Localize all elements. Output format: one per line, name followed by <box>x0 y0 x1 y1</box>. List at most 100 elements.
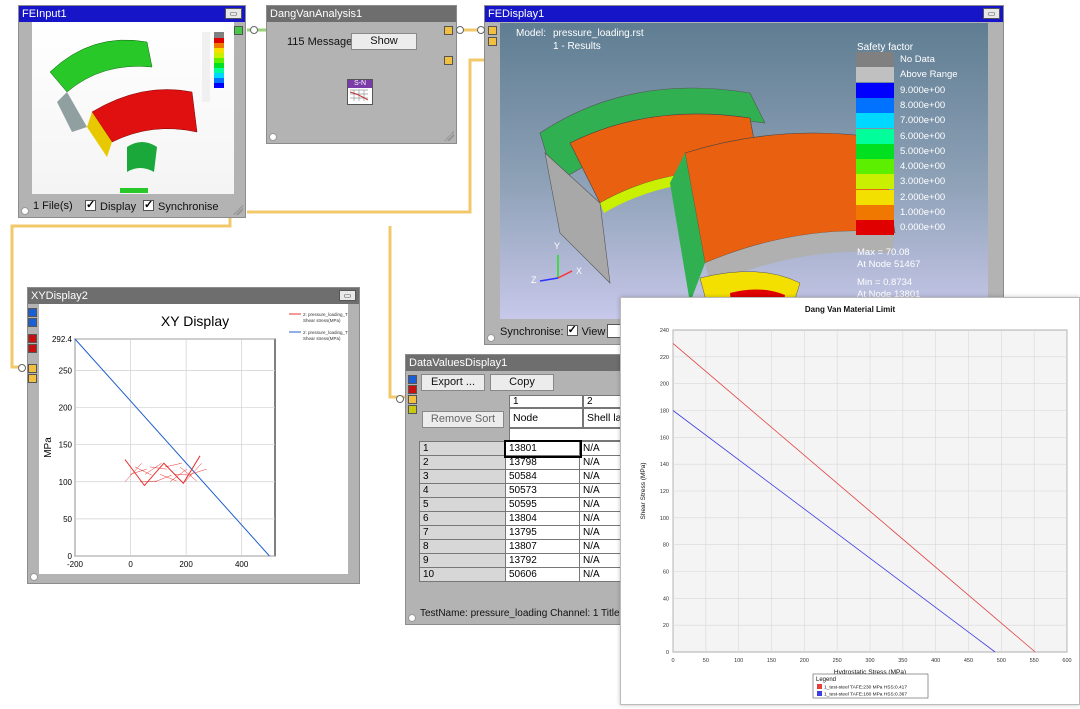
legend-title: Legend <box>816 677 836 683</box>
row-index[interactable]: 2 <box>419 455 506 470</box>
row-index[interactable]: 1 <box>419 441 506 456</box>
corner-handle[interactable] <box>269 133 277 141</box>
series-hatch <box>159 474 177 482</box>
dang-van-analysis-window[interactable]: DangVanAnalysis1 115 Messages Show S-N <box>266 5 457 144</box>
fe-input-viewport[interactable] <box>32 22 234 194</box>
input-port[interactable] <box>408 405 417 414</box>
value-cell[interactable]: N/A <box>579 511 624 526</box>
node-cell[interactable]: 13795 <box>505 525 580 540</box>
table-row[interactable]: 7 13795 N/A <box>419 525 624 540</box>
maximize-icon[interactable]: ▭ <box>983 8 1000 19</box>
value-cell[interactable]: N/A <box>579 469 624 484</box>
value-cell[interactable]: N/A <box>579 539 624 554</box>
fe-input-titlebar[interactable]: FEInput1 ▭ <box>19 6 245 22</box>
table-row[interactable]: 10 50606 N/A <box>419 567 624 582</box>
fe-display-window[interactable]: FEDisplay1 ▭ Y X Z Model: pressure_loadin… <box>484 5 1004 345</box>
fe-display-sync[interactable]: Synchronise: View <box>500 323 605 338</box>
maximize-icon[interactable]: ▭ <box>339 290 356 301</box>
row-index[interactable]: 7 <box>419 525 506 540</box>
maximize-icon[interactable]: ▭ <box>225 8 242 19</box>
legend-swatch <box>856 113 894 129</box>
value-cell[interactable]: N/A <box>579 567 624 582</box>
value-cell[interactable]: N/A <box>579 497 624 512</box>
table-row[interactable]: 4 50573 N/A <box>419 483 624 498</box>
row-index[interactable]: 9 <box>419 553 506 568</box>
input-port[interactable] <box>28 364 37 373</box>
node-cell[interactable]: 13792 <box>505 553 580 568</box>
node-cell[interactable]: 13807 <box>505 539 580 554</box>
table-row[interactable]: 6 13804 N/A <box>419 511 624 526</box>
row-index[interactable]: 5 <box>419 497 506 512</box>
show-button[interactable]: Show <box>351 33 417 50</box>
table-row[interactable]: 8 13807 N/A <box>419 539 624 554</box>
input-port[interactable] <box>28 374 37 383</box>
xy-plot-area[interactable]: -200 0 200 400 0 50 100 150 200 250 292.4 XY Displa… <box>39 304 353 582</box>
fe-input-window[interactable]: FEInput1 ▭ 1 File(s) Display Synchronise <box>18 5 246 218</box>
row-index[interactable]: 8 <box>419 539 506 554</box>
row-index[interactable]: 6 <box>419 511 506 526</box>
table-row[interactable]: 5 50595 N/A <box>419 497 624 512</box>
output-port[interactable] <box>444 26 453 35</box>
corner-handle[interactable] <box>487 334 495 342</box>
remove-sort-button[interactable]: Remove Sort <box>422 411 504 428</box>
value-cell[interactable]: N/A <box>579 455 624 470</box>
node-cell[interactable]: 50584 <box>505 469 580 484</box>
xy-display-window[interactable]: XYDisplay2 ▭ -200 0 200 400 0 50 100 150 200 250 29… <box>27 287 360 584</box>
input-port[interactable] <box>28 334 37 343</box>
export-button[interactable]: Export ... <box>421 374 485 391</box>
row-index[interactable]: 3 <box>419 469 506 484</box>
output-port[interactable] <box>444 56 453 65</box>
input-port[interactable] <box>408 375 417 384</box>
node-cell[interactable]: 13804 <box>505 511 580 526</box>
value-cell[interactable]: N/A <box>579 483 624 498</box>
table-row[interactable]: 9 13792 N/A <box>419 553 624 568</box>
node-cell[interactable]: 50573 <box>505 483 580 498</box>
checkbox-checked-icon[interactable] <box>85 198 96 211</box>
max-value: Max = 70.08 <box>857 247 910 258</box>
corner-handle[interactable] <box>30 573 38 581</box>
legend-label: 7.000e+00 <box>900 115 946 127</box>
xy-display-titlebar[interactable]: XYDisplay2 ▭ <box>28 288 359 304</box>
output-port[interactable] <box>234 26 243 35</box>
fe-display-viewport[interactable]: Y X Z <box>500 23 988 319</box>
checkbox-unchecked[interactable] <box>607 324 621 338</box>
corner-handle[interactable] <box>408 614 416 622</box>
row-index[interactable]: 10 <box>419 567 506 582</box>
corner-handle[interactable] <box>21 207 29 215</box>
table-row[interactable]: 2 13798 N/A <box>419 455 624 470</box>
row-index[interactable]: 4 <box>419 483 506 498</box>
fe-display-title: FEDisplay1 <box>488 8 545 20</box>
input-port[interactable] <box>408 385 417 394</box>
input-port[interactable] <box>488 26 497 35</box>
resize-grip-icon[interactable] <box>233 205 243 215</box>
legend-label: 1.000e+00 <box>900 207 946 218</box>
column-header-node[interactable]: Node <box>509 408 583 428</box>
node-cell[interactable]: 13798 <box>505 455 580 470</box>
checkbox-checked-icon[interactable] <box>143 198 154 211</box>
node-cell[interactable]: 50595 <box>505 497 580 512</box>
data-values-titlebar[interactable]: DataValuesDisplay1 <box>406 355 626 371</box>
input-port[interactable] <box>28 318 37 327</box>
sn-curve-icon[interactable]: S-N <box>347 79 373 105</box>
legend-swatch <box>856 52 894 67</box>
value-cell[interactable]: N/A <box>579 525 624 540</box>
fe-display-titlebar[interactable]: FEDisplay1 ▭ <box>485 6 1003 22</box>
dang-van-titlebar[interactable]: DangVanAnalysis1 <box>267 6 456 22</box>
input-port[interactable] <box>28 344 37 353</box>
value-cell[interactable]: N/A <box>579 441 624 456</box>
input-port[interactable] <box>488 37 497 46</box>
copy-button[interactable]: Copy <box>490 374 554 391</box>
input-port[interactable] <box>28 308 37 317</box>
input-port[interactable] <box>408 395 417 404</box>
y-tick-label: 180 <box>660 409 669 415</box>
node-cell[interactable]: 50606 <box>505 567 580 582</box>
value-cell[interactable]: N/A <box>579 553 624 568</box>
column-header-number-2: 2 <box>583 395 628 408</box>
synchronise-checkbox[interactable]: Synchronise <box>143 198 219 213</box>
table-row[interactable]: 1 13801 N/A <box>419 439 624 458</box>
node-cell[interactable]: 13801 <box>503 439 582 458</box>
table-row[interactable]: 3 50584 N/A <box>419 469 624 484</box>
checkbox-checked-icon[interactable] <box>566 323 578 336</box>
resize-grip-icon[interactable] <box>444 131 454 141</box>
display-checkbox[interactable]: Display <box>85 198 136 213</box>
